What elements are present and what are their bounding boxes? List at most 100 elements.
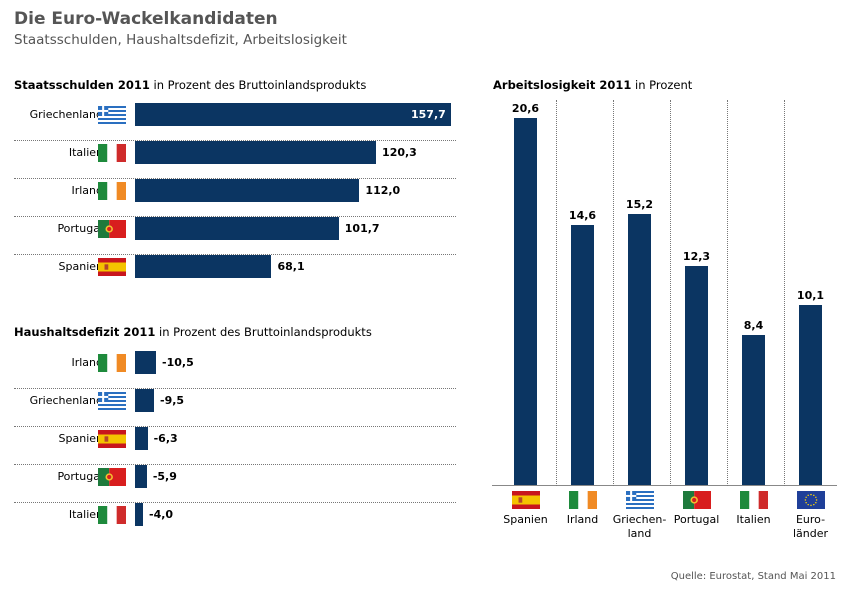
debt-chart-title-rest: in Prozent des Bruttoinlandsprodukts: [149, 78, 367, 92]
portugal-flag-icon: [98, 220, 126, 238]
unemployment-value-label: 12,3: [682, 249, 711, 263]
unemployment-value-label: 15,2: [625, 198, 654, 212]
row-separator: [14, 254, 456, 255]
italy-flag-icon: [98, 144, 126, 162]
deficit-chart-title-bold: Haushaltsdefizit 2011: [14, 325, 156, 339]
italy-flag-icon: [739, 491, 768, 509]
deficit-row: Irland -10,5: [14, 351, 456, 389]
gridline: [613, 100, 614, 486]
debt-row: Griechenland 157,7: [14, 103, 456, 141]
deficit-bar: [135, 465, 147, 488]
portugal-flag-icon: [682, 491, 711, 509]
deficit-chart-title-rest: in Prozent des Bruttoinlandsprodukts: [155, 325, 372, 339]
deficit-value-label: -4,0: [149, 508, 174, 521]
greece-flag-icon: [625, 491, 654, 509]
unemployment-category-label: Irland: [566, 513, 599, 526]
deficit-row: Spanien -6,3: [14, 427, 456, 465]
gridline: [556, 100, 557, 486]
unemployment-bar: [628, 214, 651, 485]
debt-value-label: 68,1: [277, 260, 305, 273]
unemployment-bar: [799, 305, 822, 485]
debt-row: Portugal 101,7: [14, 217, 456, 255]
deficit-row: Portugal -5,9: [14, 465, 456, 503]
debt-bar: [135, 255, 272, 278]
debt-category-label: Italien: [68, 146, 103, 159]
spain-flag-icon: [511, 491, 540, 509]
unemployment-category-label: Portugal: [673, 513, 720, 526]
debt-chart: Griechenland 157,7 Italien 120,3 Irland 112,0…: [14, 103, 456, 293]
ireland-flag-icon: [98, 182, 126, 200]
unemployment-chart-title-bold: Arbeitslosigkeit 2011: [493, 78, 632, 92]
debt-bar: [135, 179, 360, 202]
deficit-category-label: Portugal: [57, 470, 103, 483]
chart-title: Die Euro-Wackelkandidaten: [14, 9, 278, 29]
portugal-flag-icon: [98, 468, 126, 486]
debt-value-label: 101,7: [344, 222, 380, 235]
deficit-category-label: Irland: [71, 356, 103, 369]
unemployment-bar: [685, 265, 708, 485]
debt-category-label: Spanien: [58, 260, 103, 273]
greece-flag-icon: [98, 392, 126, 410]
debt-chart-heading: Staatsschulden 2011 in Prozent des Brutt…: [14, 78, 366, 92]
spain-flag-icon: [98, 430, 126, 448]
deficit-bar: [135, 389, 155, 412]
deficit-value-label: -6,3: [153, 432, 178, 445]
debt-bar: [135, 141, 377, 164]
debt-category-label: Griechenland: [29, 108, 103, 121]
unemployment-chart-title-rest: in Prozent: [631, 78, 693, 92]
unemployment-value-label: 20,6: [511, 102, 540, 115]
debt-value-label: 120,3: [382, 146, 417, 159]
gridline: [670, 100, 671, 486]
unemployment-bar: [571, 224, 594, 485]
unemployment-category-label: Spanien: [503, 513, 548, 526]
deficit-bar: [135, 503, 143, 526]
deficit-value-label: -10,5: [162, 356, 194, 369]
debt-row: Irland 112,0: [14, 179, 456, 217]
spain-flag-icon: [98, 258, 126, 276]
chart-subtitle: Staatsschulden, Haushaltsdefizit, Arbeit…: [14, 32, 347, 48]
unemployment-category-label: Euro- länder: [792, 513, 829, 540]
deficit-category-label: Griechenland: [29, 394, 103, 407]
deficit-category-label: Spanien: [58, 432, 103, 445]
italy-flag-icon: [98, 506, 126, 524]
row-separator: [14, 140, 456, 141]
unemployment-value-label: 10,1: [796, 289, 825, 303]
debt-value-label: 112,0: [365, 184, 401, 197]
row-separator: [14, 464, 456, 465]
source-note: Quelle: Eurostat, Stand Mai 2011: [670, 571, 836, 582]
debt-category-label: Irland: [71, 184, 103, 197]
row-separator: [14, 388, 456, 389]
deficit-value-label: -5,9: [152, 470, 177, 483]
deficit-chart: Irland -10,5 Griechenland -9,5 Spanien -6,3 Po…: [14, 351, 456, 541]
debt-bar: [135, 217, 339, 240]
debt-row: Italien 120,3: [14, 141, 456, 179]
row-separator: [14, 502, 456, 503]
deficit-row: Italien -4,0: [14, 503, 456, 541]
ireland-flag-icon: [568, 491, 597, 509]
deficit-row: Griechenland -9,5: [14, 389, 456, 427]
x-axis-baseline: [492, 485, 837, 486]
unemployment-category-label: Griechen- land: [612, 513, 667, 540]
greece-flag-icon: [98, 106, 126, 124]
row-separator: [14, 216, 456, 217]
unemployment-category-label: Italien: [736, 513, 771, 526]
unemployment-value-label: 8,4: [743, 319, 764, 333]
unemployment-chart-heading: Arbeitslosigkeit 2011 in Prozent: [493, 78, 692, 92]
deficit-value-label: -9,5: [160, 394, 185, 407]
deficit-bar: [135, 427, 148, 450]
row-separator: [14, 426, 456, 427]
ireland-flag-icon: [98, 354, 126, 372]
row-separator: [14, 178, 456, 179]
unemployment-chart: 20,6 Spanien 14,6 Irland 15,2 Griechen- land 1…: [492, 100, 837, 540]
unemployment-bar: [514, 118, 537, 485]
deficit-bar: [135, 351, 157, 374]
gridline: [784, 100, 785, 486]
debt-value-label: 157,7: [411, 108, 446, 121]
debt-chart-title-bold: Staatsschulden 2011: [14, 78, 150, 92]
debt-row: Spanien 68,1: [14, 255, 456, 293]
debt-bar: [135, 103, 451, 126]
eu-flag-icon: [796, 491, 825, 509]
deficit-category-label: Italien: [68, 508, 103, 521]
gridline: [727, 100, 728, 486]
unemployment-value-label: 14,6: [568, 208, 597, 222]
